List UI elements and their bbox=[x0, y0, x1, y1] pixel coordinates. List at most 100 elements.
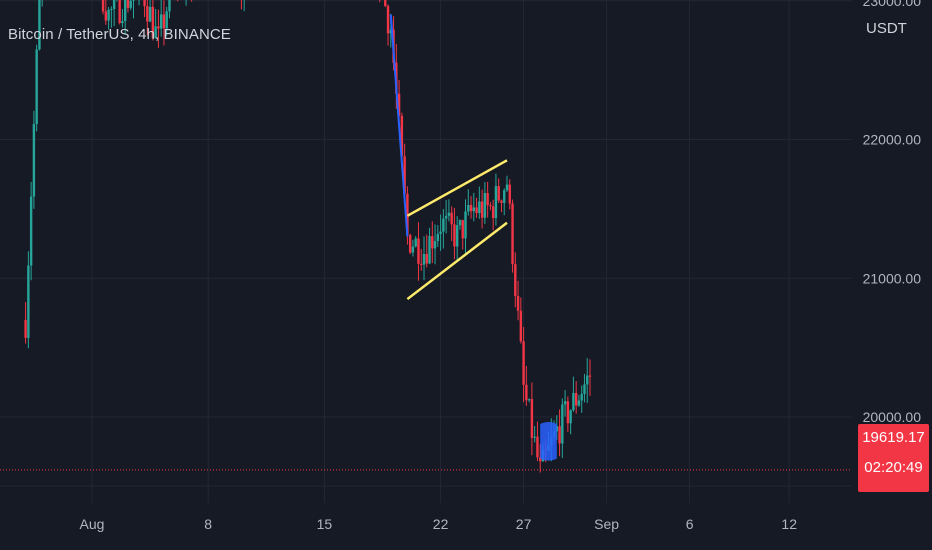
candle-body bbox=[110, 8, 113, 10]
x-tick-label: 6 bbox=[686, 516, 694, 532]
x-tick-label: 15 bbox=[317, 516, 333, 532]
candle-body bbox=[124, 0, 127, 22]
channel-upper-line bbox=[406, 159, 508, 217]
grid bbox=[0, 0, 852, 503]
x-tick-label: Sep bbox=[594, 516, 619, 532]
flag-shape bbox=[540, 421, 557, 461]
candle-body bbox=[525, 384, 528, 401]
drawings bbox=[389, 14, 557, 461]
candle-body bbox=[159, 14, 163, 29]
candle-body bbox=[148, 6, 152, 22]
candle-body bbox=[151, 6, 155, 38]
candle-body bbox=[516, 296, 520, 311]
candle-body bbox=[146, 6, 149, 22]
candle-body bbox=[32, 124, 36, 197]
candle-body bbox=[586, 375, 589, 385]
candle-body bbox=[472, 207, 475, 212]
candle-body bbox=[436, 233, 440, 242]
candle-body bbox=[414, 238, 417, 247]
candle-body bbox=[107, 9, 110, 21]
candle-body bbox=[467, 204, 470, 212]
candle-body bbox=[29, 196, 33, 266]
candle-body bbox=[461, 220, 464, 239]
candle-body bbox=[422, 254, 426, 265]
candle-body bbox=[417, 238, 420, 264]
candle-body bbox=[464, 211, 467, 239]
candle-body bbox=[566, 401, 570, 424]
candle-body bbox=[118, 0, 121, 24]
candle-body bbox=[384, 0, 387, 7]
candle-body bbox=[132, 0, 135, 1]
candle-body bbox=[503, 190, 506, 203]
candle-body bbox=[112, 0, 116, 9]
candle-body bbox=[530, 399, 534, 438]
last-price-value: 19619.17 bbox=[862, 429, 925, 446]
x-tick-label: 8 bbox=[204, 516, 212, 532]
candle-body bbox=[561, 404, 564, 444]
candle-body bbox=[442, 218, 445, 232]
candle-body bbox=[162, 14, 166, 29]
y-tick-label: 20000.00 bbox=[863, 409, 922, 425]
last-price-tag: 19619.17 02:20:49 bbox=[858, 424, 929, 492]
candle-body bbox=[35, 49, 38, 125]
candle-body bbox=[539, 457, 542, 462]
candle-body bbox=[450, 212, 453, 225]
candle-body bbox=[157, 26, 160, 29]
candle-body bbox=[386, 6, 390, 34]
candle-body bbox=[536, 436, 539, 458]
candle-body bbox=[433, 241, 437, 249]
candle-body bbox=[511, 203, 514, 265]
candles bbox=[24, 0, 592, 473]
candle-body bbox=[533, 436, 536, 438]
candle-body bbox=[165, 11, 168, 29]
candle-body bbox=[469, 204, 473, 212]
candle-body bbox=[129, 0, 132, 8]
candle-body bbox=[397, 93, 401, 116]
candle-body bbox=[101, 0, 105, 12]
x-tick-label: Aug bbox=[80, 516, 105, 532]
candle-body bbox=[447, 212, 451, 216]
candle-body bbox=[489, 205, 492, 207]
candle-body bbox=[425, 254, 428, 264]
flag-pole-line bbox=[389, 14, 409, 237]
candle-body bbox=[514, 264, 517, 297]
symbol-title[interactable]: Bitcoin / TetherUS, 4h, BINANCE bbox=[8, 26, 231, 43]
candle-body bbox=[569, 410, 572, 424]
candle-body bbox=[389, 29, 392, 34]
candle-body bbox=[458, 220, 462, 226]
candle-body bbox=[508, 184, 511, 204]
candle-body bbox=[558, 426, 561, 444]
candle-body bbox=[574, 392, 578, 406]
x-tick-label: 27 bbox=[516, 516, 532, 532]
y-tick-label: 21000.00 bbox=[863, 270, 922, 286]
candle-body bbox=[475, 207, 478, 214]
candle-body bbox=[563, 401, 567, 405]
candle-body bbox=[572, 392, 575, 411]
candle-body bbox=[431, 236, 434, 249]
candle-body bbox=[408, 235, 412, 253]
candle-body bbox=[500, 200, 503, 203]
candle-body bbox=[483, 193, 487, 218]
channel-lower-line bbox=[406, 221, 508, 301]
candle-body bbox=[403, 156, 406, 194]
axes: 20000.0021000.0022000.0023000.0024000.00… bbox=[80, 0, 922, 532]
candle-body bbox=[494, 186, 498, 219]
candle-body bbox=[478, 201, 481, 214]
bar-countdown: 02:20:49 bbox=[864, 459, 923, 476]
candle-body bbox=[491, 206, 495, 219]
candle-body bbox=[24, 319, 27, 338]
candle-body bbox=[580, 393, 583, 401]
candle-body bbox=[104, 11, 108, 21]
candle-body bbox=[27, 265, 30, 338]
candle-body bbox=[588, 375, 592, 377]
candle-body bbox=[428, 236, 431, 264]
candle-body bbox=[38, 0, 41, 50]
price-scale-currency[interactable]: USDT bbox=[866, 20, 907, 37]
candle-body bbox=[420, 263, 423, 265]
candle-body bbox=[168, 0, 171, 12]
candle-body bbox=[480, 201, 484, 218]
candle-body bbox=[505, 184, 509, 191]
candle-body bbox=[143, 0, 146, 7]
